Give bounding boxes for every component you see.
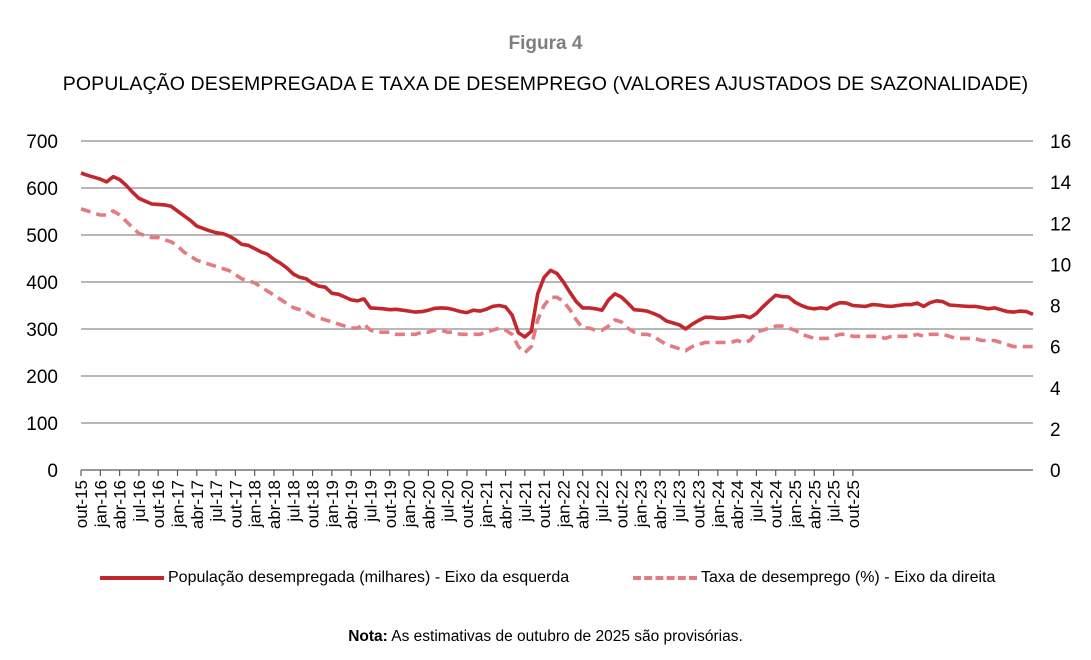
x-tick-label: out-20 xyxy=(458,480,477,528)
y-right-tick-label: 6 xyxy=(1050,338,1061,359)
x-tick-label: out-19 xyxy=(381,480,400,528)
x-tick-label: abr-20 xyxy=(419,480,438,529)
x-tick-label: abr-23 xyxy=(651,480,670,529)
y-left-tick-label: 700 xyxy=(26,132,58,153)
y-axis-right: 0 2 4 6 8 10 12 14 16 xyxy=(1050,132,1072,482)
x-tick-label: out-16 xyxy=(149,480,168,528)
y-right-tick-label: 14 xyxy=(1050,173,1072,194)
y-right-tick-label: 10 xyxy=(1050,255,1071,276)
series-line-population xyxy=(80,171,1034,339)
legend: População desempregada (milhares) - Eixo… xyxy=(100,569,1020,595)
y-axis-left: 0 100 200 300 400 500 600 700 xyxy=(26,132,58,482)
y-right-tick-label: 12 xyxy=(1050,214,1071,235)
x-tick-label: abr-18 xyxy=(265,480,284,529)
legend-label-population: População desempregada (milhares) - Eixo… xyxy=(168,569,570,586)
x-axis: out-15 jan-16 abr-16 jul-16 out-16 jan-17 abr-… xyxy=(72,469,1033,529)
y-right-tick-label: 4 xyxy=(1050,379,1061,400)
x-tick-label: jul-23 xyxy=(670,480,689,523)
x-tick-label: jul-24 xyxy=(747,480,766,523)
legend-item-population: População desempregada (milhares) - Eixo… xyxy=(100,569,569,587)
x-tick-label: jul-22 xyxy=(593,480,612,523)
x-tick-label: out-25 xyxy=(844,480,863,528)
x-tick-label: jul-20 xyxy=(439,480,458,523)
gridlines xyxy=(81,140,1033,424)
legend-dashed-line-icon xyxy=(633,576,697,580)
x-tick-label: out-24 xyxy=(767,480,786,528)
series-line-rate xyxy=(80,207,1033,355)
x-tick-label: jul-19 xyxy=(361,480,380,523)
y-left-tick-label: 300 xyxy=(26,320,58,341)
x-tick-label: out-23 xyxy=(690,480,709,528)
x-tick-label: jul-21 xyxy=(516,480,535,523)
x-tick-label: jan-19 xyxy=(323,480,342,528)
x-tick-label: out-17 xyxy=(226,480,245,528)
y-right-tick-label: 16 xyxy=(1050,132,1071,153)
x-tick-label: jan-23 xyxy=(632,480,651,528)
x-tick-label: out-18 xyxy=(304,480,323,528)
x-tick-label: jan-22 xyxy=(554,480,573,528)
x-tick-label: abr-21 xyxy=(497,480,516,529)
x-tick-label: abr-25 xyxy=(805,480,824,529)
y-right-tick-label: 0 xyxy=(1050,461,1061,482)
x-tick-label: abr-19 xyxy=(342,480,361,529)
figure-label: Figura 4 xyxy=(508,33,583,54)
x-tick-label: jul-16 xyxy=(130,480,149,523)
y-left-tick-label: 200 xyxy=(26,367,58,388)
x-tick-label: jul-18 xyxy=(284,480,303,523)
x-tick-label: abr-24 xyxy=(728,480,747,529)
x-tick-label: jan-20 xyxy=(400,480,419,528)
x-tick-label: out-15 xyxy=(72,480,91,528)
x-tick-label: jan-21 xyxy=(477,480,496,528)
x-tick-label: jan-24 xyxy=(709,480,728,528)
legend-solid-line-icon xyxy=(100,576,164,580)
y-right-tick-label: 2 xyxy=(1050,420,1061,441)
series-lines xyxy=(80,171,1034,355)
footnote: Nota: As estimativas de outubro de 2025 … xyxy=(0,628,1091,646)
x-tick-label: jan-16 xyxy=(91,480,110,528)
legend-item-rate: Taxa de desemprego (%) - Eixo da direita xyxy=(633,569,995,587)
x-tick-label: jul-25 xyxy=(825,480,844,523)
x-tick-label: out-22 xyxy=(612,480,631,528)
x-tick-label: jul-17 xyxy=(207,480,226,523)
x-tick-label: jan-25 xyxy=(786,480,805,528)
x-tick-label: abr-17 xyxy=(188,480,207,529)
y-right-tick-label: 8 xyxy=(1050,297,1061,318)
x-tick-label: abr-16 xyxy=(111,480,130,529)
x-tick-label: jan-18 xyxy=(246,480,265,528)
note-label: Nota: xyxy=(348,628,388,645)
y-left-tick-label: 400 xyxy=(26,273,58,294)
y-left-tick-label: 100 xyxy=(26,414,58,435)
x-tick-label: abr-22 xyxy=(574,480,593,529)
legend-label-rate: Taxa de desemprego (%) - Eixo da direita xyxy=(701,569,996,586)
x-tick-label: jan-17 xyxy=(168,480,187,528)
x-tick-label: out-21 xyxy=(535,480,554,528)
y-left-tick-label: 500 xyxy=(26,226,58,247)
y-left-tick-label: 600 xyxy=(26,179,58,200)
chart-title: POPULAÇÃO DESEMPREGADA E TAXA DE DESEMPR… xyxy=(62,73,1029,95)
y-left-tick-label: 0 xyxy=(47,461,58,482)
note-text: As estimativas de outubro de 2025 são pr… xyxy=(387,628,743,645)
